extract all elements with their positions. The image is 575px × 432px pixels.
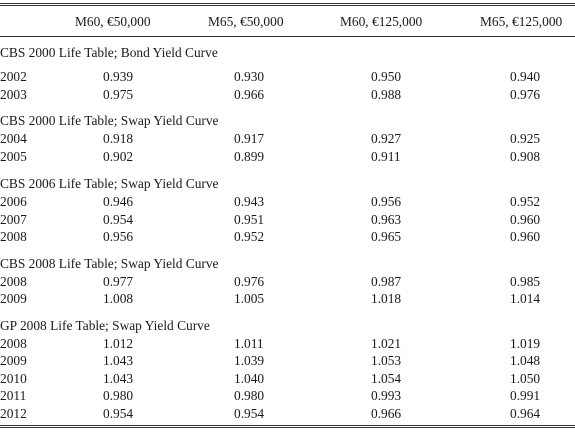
section-title: CBS 2008 Life Table; Swap Yield Curve: [0, 256, 219, 271]
cell-value: 0.965: [371, 229, 402, 244]
cell-value: 0.966: [234, 87, 265, 102]
column-header-m65-50000: M65, €50,000: [208, 14, 284, 29]
cell-value: 1.021: [371, 336, 402, 351]
cell-value: 0.911: [371, 149, 401, 164]
section-title: CBS 2000 Life Table; Swap Yield Curve: [0, 113, 219, 128]
cell-value: 0.950: [371, 69, 402, 84]
cell-value: 0.985: [510, 274, 541, 289]
row-year: 2011: [0, 388, 27, 403]
row-year: 2010: [0, 371, 27, 386]
row-year: 2006: [0, 194, 27, 209]
header-rule: [0, 36, 575, 37]
cell-value: 0.899: [234, 149, 265, 164]
cell-value: 0.960: [510, 229, 541, 244]
cell-value: 0.977: [103, 274, 134, 289]
cell-value: 0.963: [371, 212, 402, 227]
cell-value: 0.927: [371, 131, 402, 146]
bottom-rule: [0, 425, 575, 426]
cell-value: 0.940: [510, 69, 541, 84]
cell-value: 0.988: [371, 87, 402, 102]
cell-value: 0.908: [510, 149, 541, 164]
cell-value: 0.954: [103, 212, 134, 227]
cell-value: 0.939: [103, 69, 134, 84]
cell-value: 0.993: [371, 388, 402, 403]
cell-value: 0.952: [510, 194, 541, 209]
cell-value: 1.011: [234, 336, 264, 351]
cell-value: 0.980: [103, 388, 134, 403]
cell-value: 0.956: [103, 229, 134, 244]
section-title: GP 2008 Life Table; Swap Yield Curve: [0, 318, 210, 333]
row-year: 2009: [0, 353, 27, 368]
cell-value: 1.053: [371, 353, 402, 368]
row-year: 2008: [0, 274, 27, 289]
row-year: 2007: [0, 212, 27, 227]
row-year: 2002: [0, 69, 27, 84]
cell-value: 1.039: [234, 353, 265, 368]
cell-value: 1.019: [510, 336, 541, 351]
top-rule: [0, 3, 575, 4]
cell-value: 1.050: [510, 371, 541, 386]
cell-value: 0.954: [103, 406, 134, 421]
cell-value: 0.956: [371, 194, 402, 209]
row-year: 2005: [0, 149, 27, 164]
row-year: 2004: [0, 131, 27, 146]
section-title: CBS 2000 Life Table; Bond Yield Curve: [0, 45, 218, 60]
row-year: 2008: [0, 336, 27, 351]
cell-value: 0.925: [510, 131, 541, 146]
cell-value: 1.014: [510, 291, 541, 306]
cell-value: 0.976: [510, 87, 541, 102]
cell-value: 0.943: [234, 194, 265, 209]
row-year: 2012: [0, 406, 27, 421]
cell-value: 1.040: [234, 371, 265, 386]
cell-value: 0.987: [371, 274, 402, 289]
cell-value: 1.043: [103, 371, 134, 386]
cell-value: 0.918: [103, 131, 134, 146]
column-header-m60-50000: M60, €50,000: [75, 14, 151, 29]
cell-value: 1.008: [103, 291, 134, 306]
cell-value: 0.975: [103, 87, 134, 102]
row-year: 2003: [0, 87, 27, 102]
row-year: 2009: [0, 291, 27, 306]
cell-value: 0.976: [234, 274, 265, 289]
cell-value: 0.954: [234, 406, 265, 421]
cell-value: 0.964: [510, 406, 541, 421]
cell-value: 0.946: [103, 194, 134, 209]
cell-value: 1.012: [103, 336, 134, 351]
cell-value: 0.902: [103, 149, 134, 164]
column-header-m65-125000: M65, €125,000: [480, 14, 563, 29]
section-title: CBS 2006 Life Table; Swap Yield Curve: [0, 176, 219, 191]
cell-value: 0.966: [371, 406, 402, 421]
cell-value: 1.054: [371, 371, 402, 386]
cell-value: 0.991: [510, 388, 541, 403]
cell-value: 0.960: [510, 212, 541, 227]
cell-value: 1.018: [371, 291, 402, 306]
cell-value: 1.005: [234, 291, 265, 306]
column-header-m60-125000: M60, €125,000: [340, 14, 423, 29]
top-rule-inner: [0, 5, 575, 6]
cell-value: 1.048: [510, 353, 541, 368]
row-year: 2008: [0, 229, 27, 244]
cell-value: 0.980: [234, 388, 265, 403]
cell-value: 1.043: [103, 353, 134, 368]
cell-value: 0.917: [234, 131, 265, 146]
cell-value: 0.951: [234, 212, 265, 227]
cell-value: 0.952: [234, 229, 265, 244]
cell-value: 0.930: [234, 69, 265, 84]
bottom-rule-inner: [0, 427, 575, 428]
